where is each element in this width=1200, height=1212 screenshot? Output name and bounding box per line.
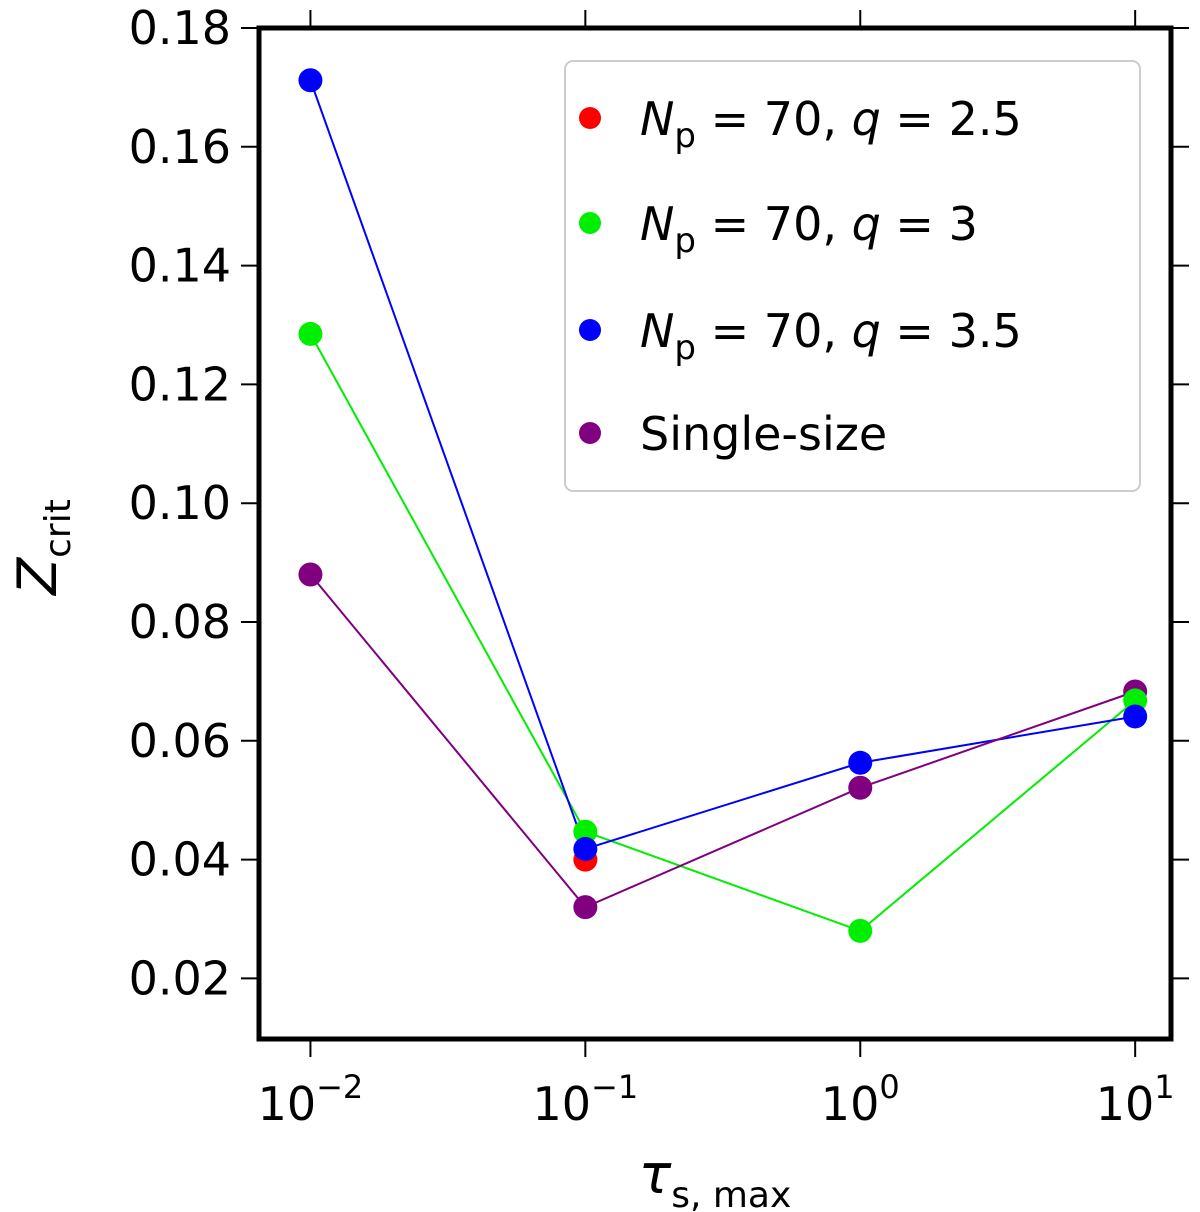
x-axis-label: τs, max — [639, 1143, 792, 1212]
plot-frame — [256, 25, 1174, 1042]
data-point — [298, 562, 323, 587]
ticks-layer — [241, 10, 1189, 1057]
legend-label: Np = 70, q = 3 — [640, 197, 978, 261]
data-point — [848, 918, 873, 943]
data-point — [298, 321, 323, 346]
legend-marker — [579, 422, 601, 444]
data-point — [1123, 704, 1148, 729]
data-point — [573, 819, 598, 844]
y-tick-label: 0.02 — [129, 951, 231, 1005]
series-lines-layer — [309, 79, 1136, 933]
y-tick-label: 0.08 — [129, 595, 231, 649]
series-line — [309, 333, 1136, 933]
legend-label: Np = 70, q = 3.5 — [640, 304, 1022, 368]
data-point — [573, 895, 598, 920]
x-tick-label: 10−2 — [258, 1068, 364, 1131]
data-point — [573, 836, 598, 861]
y-tick-label: 0.06 — [129, 714, 231, 768]
y-tick-label: 0.16 — [129, 120, 231, 174]
series-points-layer — [298, 68, 1148, 943]
x-tick-label: 100 — [821, 1068, 900, 1131]
x-tick-label: 10−1 — [532, 1068, 638, 1131]
x-tick-label: 101 — [1096, 1068, 1175, 1131]
legend-marker — [579, 319, 601, 341]
legend-marker — [579, 212, 601, 234]
legend: Np = 70, q = 2.5 Np = 70, q = 3 Np = 70, q… — [564, 60, 1141, 492]
legend-label: Np = 70, q = 2.5 — [640, 92, 1022, 156]
y-axis-label: Zcrit — [6, 499, 79, 597]
y-tick-label: 0.14 — [129, 239, 231, 293]
data-point — [848, 775, 873, 800]
legend-marker — [579, 107, 601, 129]
axis-labels-layer: τs, max Zcrit — [6, 499, 791, 1212]
y-tick-label: 0.10 — [129, 476, 231, 530]
legend-box — [564, 60, 1141, 492]
data-point — [848, 750, 873, 775]
tick-labels-layer: 0.02 0.04 0.06 0.08 0.10 0.12 0.14 0.16 0.18 10−2… — [129, 1, 1175, 1131]
series-line — [309, 573, 1136, 909]
y-tick-label: 0.18 — [129, 1, 231, 55]
y-tick-label: 0.12 — [129, 357, 231, 411]
data-point — [298, 68, 323, 93]
y-tick-label: 0.04 — [129, 833, 231, 887]
legend-label: Single-size — [640, 407, 887, 461]
